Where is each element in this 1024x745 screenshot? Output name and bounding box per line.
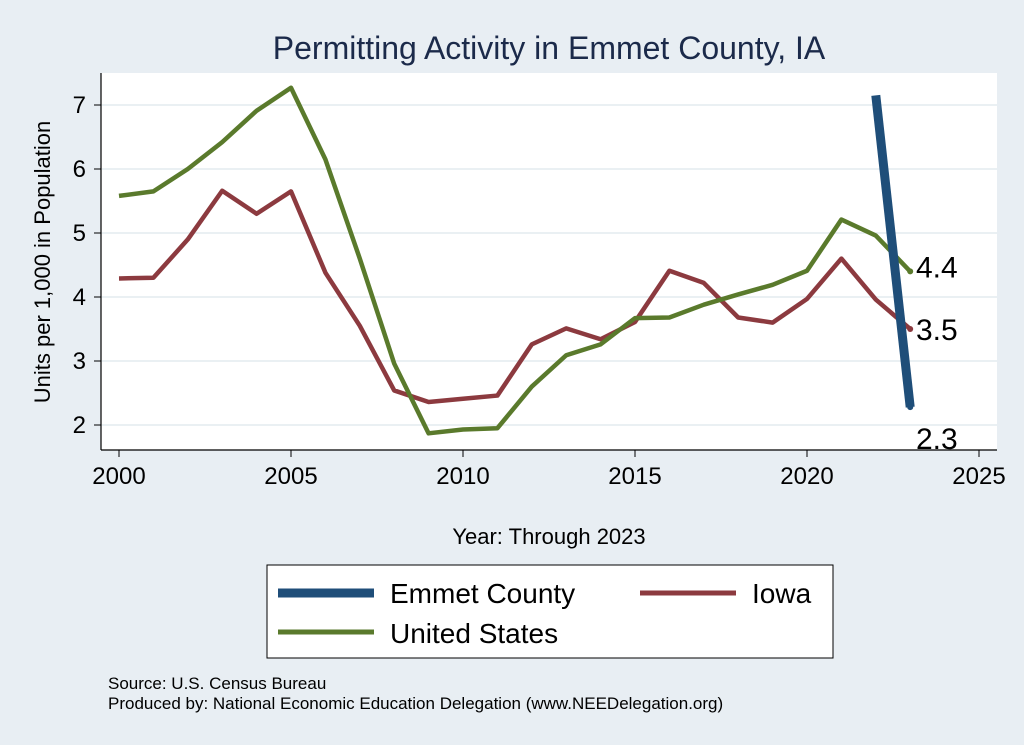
- y-tick-label: 7: [73, 92, 86, 119]
- end-point-united-states: [907, 268, 914, 275]
- series-line-united-states: [118, 85, 912, 436]
- y-tick-label: 5: [73, 220, 86, 247]
- series-lines: [118, 85, 915, 436]
- x-tick-label: 2020: [780, 463, 833, 490]
- plot-area: [101, 73, 997, 450]
- y-tick-label: 2: [73, 412, 86, 439]
- x-ticks: 2000 2005 2010 2015 2020 2025: [92, 450, 1006, 490]
- legend-label-emmet: Emmet County: [390, 578, 575, 609]
- legend: Emmet County Iowa United States: [266, 564, 834, 659]
- x-tick-label: 2010: [436, 463, 489, 490]
- produced-by-note: Produced by: National Economic Education…: [108, 694, 723, 713]
- x-axis-label: Year: Through 2023: [452, 524, 645, 549]
- legend-label-us: United States: [390, 618, 558, 649]
- end-label-emmet-county: 2.3: [916, 423, 958, 456]
- y-ticks: 2 3 4 5 6 7: [73, 92, 101, 439]
- gridlines: [101, 104, 997, 426]
- y-tick-label: 3: [73, 348, 86, 375]
- end-point-emmet-county: [907, 404, 914, 411]
- x-tick-label: 2005: [264, 463, 317, 490]
- end-labels: 2.3 3.5 4.4: [916, 251, 958, 456]
- y-tick-label: 4: [73, 284, 86, 311]
- y-tick-label: 6: [73, 156, 86, 183]
- series-line-emmet-county: [871, 94, 915, 408]
- end-point-iowa: [907, 326, 914, 332]
- x-tick-label: 2025: [952, 463, 1005, 490]
- legend-label-iowa: Iowa: [752, 578, 812, 609]
- end-label-united-states: 4.4: [916, 251, 958, 284]
- chart-title: Permitting Activity in Emmet County, IA: [273, 30, 826, 66]
- x-tick-label: 2000: [92, 463, 145, 490]
- legend-box: [266, 564, 834, 659]
- x-tick-label: 2015: [608, 463, 661, 490]
- end-label-iowa: 3.5: [916, 314, 958, 347]
- series-line-iowa: [118, 188, 912, 405]
- source-note: Source: U.S. Census Bureau: [108, 674, 326, 693]
- y-axis-label: Units per 1,000 in Population: [30, 121, 55, 404]
